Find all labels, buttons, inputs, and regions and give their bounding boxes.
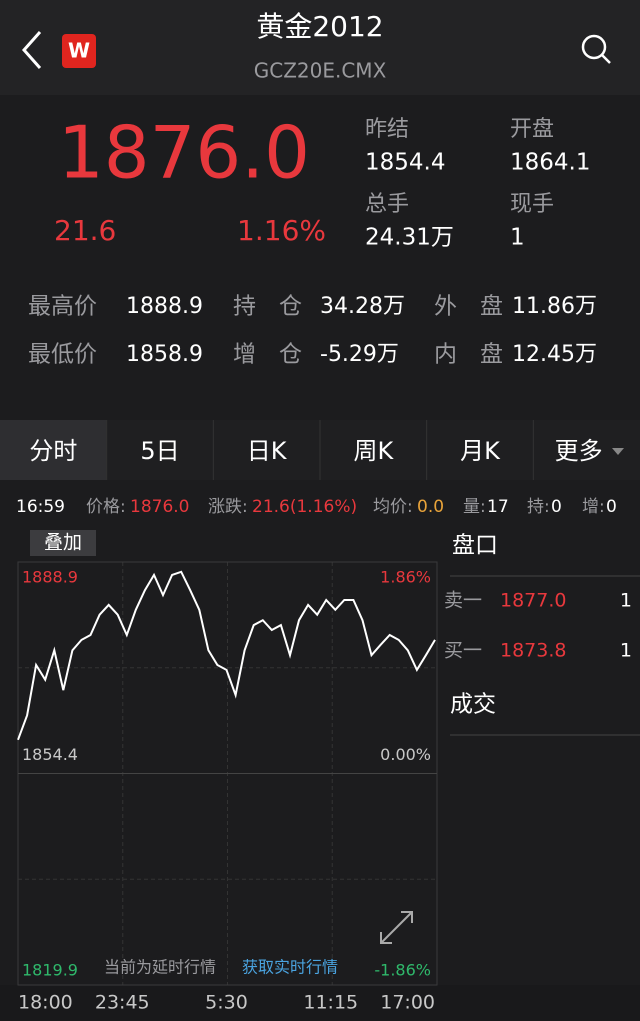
stat-label: 现手 bbox=[510, 192, 554, 217]
pct-label: 0.00% bbox=[380, 745, 431, 764]
info-item: 量: bbox=[463, 497, 486, 517]
x-tick-label: 23:45 bbox=[95, 992, 150, 1014]
stat-label: 总手 bbox=[365, 192, 409, 217]
info-item: 持: bbox=[527, 497, 550, 517]
tab[interactable]: 5日 bbox=[140, 437, 179, 465]
stat-value: 1 bbox=[510, 225, 525, 251]
pct-label: 1.86% bbox=[380, 568, 431, 587]
detail-value: 1888.9 bbox=[126, 294, 203, 319]
info-item: 1876.0 bbox=[130, 497, 189, 517]
y-tick-label: 1819.9 bbox=[22, 961, 78, 980]
info-item: 21.6(1.16%) bbox=[252, 497, 357, 517]
detail-label: 增 仓 bbox=[233, 342, 302, 368]
ask-volume: 1 bbox=[620, 590, 632, 612]
more-caret bbox=[612, 448, 624, 455]
search-button[interactable] bbox=[581, 34, 611, 64]
pct-label: -1.86% bbox=[374, 961, 431, 980]
x-tick-label: 5:30 bbox=[205, 992, 248, 1014]
y-tick-label: 1854.4 bbox=[22, 745, 78, 764]
x-tick-label: 17:00 bbox=[380, 992, 435, 1014]
detail-value: 12.45万 bbox=[512, 342, 597, 367]
tab[interactable]: 分时 bbox=[29, 437, 77, 465]
info-item: 0 bbox=[551, 497, 562, 517]
detail-label: 内 盘 bbox=[434, 342, 503, 368]
back-button[interactable] bbox=[21, 31, 42, 69]
detail-label: 外 盘 bbox=[434, 294, 503, 320]
ask-price: 1877.0 bbox=[500, 590, 566, 612]
detail-label: 最高价 bbox=[28, 294, 97, 320]
bid-label: 买一 bbox=[444, 640, 482, 662]
x-tick-label: 11:15 bbox=[303, 992, 358, 1014]
info-item: 增: bbox=[582, 497, 605, 517]
bid-volume: 1 bbox=[620, 640, 632, 662]
logo bbox=[62, 34, 96, 68]
change-pct: 1.16% bbox=[237, 214, 326, 247]
info-item: 17 bbox=[487, 497, 509, 517]
overlay-button[interactable] bbox=[30, 530, 96, 556]
realtime-link[interactable]: 获取实时行情 bbox=[242, 958, 338, 977]
stat-label: 开盘 bbox=[510, 117, 554, 142]
detail-value: 34.28万 bbox=[320, 294, 405, 319]
detail-label: 最低价 bbox=[28, 342, 97, 368]
orderbook-title: 盘口 bbox=[452, 533, 498, 559]
price-line bbox=[17, 570, 436, 741]
title: 黄金2012 bbox=[256, 10, 383, 43]
tab[interactable]: 更多 bbox=[555, 437, 603, 465]
trades-title: 成交 bbox=[450, 692, 496, 718]
info-item: 0.0 bbox=[417, 497, 444, 517]
bid-price: 1873.8 bbox=[500, 640, 566, 662]
detail-label: 持 仓 bbox=[233, 294, 302, 320]
subtitle: GCZ20E.CMX bbox=[254, 59, 387, 83]
stat-label: 昨结 bbox=[365, 117, 409, 142]
stat-value: 1854.4 bbox=[365, 150, 445, 176]
time-axis-bg bbox=[0, 985, 640, 1021]
ask-label: 卖一 bbox=[444, 590, 482, 612]
detail-value: 1858.9 bbox=[126, 342, 203, 367]
tab[interactable]: 月K bbox=[460, 437, 501, 465]
info-item: 涨跌: bbox=[208, 497, 248, 517]
info-item: 16:59 bbox=[16, 497, 65, 517]
detail-value: -5.29万 bbox=[320, 342, 399, 367]
delay-notice: 当前为延时行情 bbox=[104, 958, 216, 977]
expand-icon[interactable] bbox=[380, 911, 413, 944]
y-tick-label: 1888.9 bbox=[22, 568, 78, 587]
tab[interactable]: 日K bbox=[247, 437, 288, 465]
info-item: 均价: bbox=[373, 497, 413, 517]
price: 1876.0 bbox=[58, 111, 310, 195]
x-tick-label: 18:00 bbox=[18, 992, 73, 1014]
info-item: 价格: bbox=[86, 497, 126, 517]
logo-mark: W bbox=[68, 39, 90, 63]
detail-value: 11.86万 bbox=[512, 294, 597, 319]
info-item: 0 bbox=[606, 497, 617, 517]
tab[interactable]: 周K bbox=[353, 437, 394, 465]
tab-selected-bg bbox=[0, 420, 106, 480]
stat-value: 1864.1 bbox=[510, 150, 590, 176]
header-bg bbox=[0, 0, 640, 95]
overlay-button-label: 叠加 bbox=[44, 532, 82, 554]
change: 21.6 bbox=[54, 214, 116, 247]
stat-value: 24.31万 bbox=[365, 225, 454, 251]
